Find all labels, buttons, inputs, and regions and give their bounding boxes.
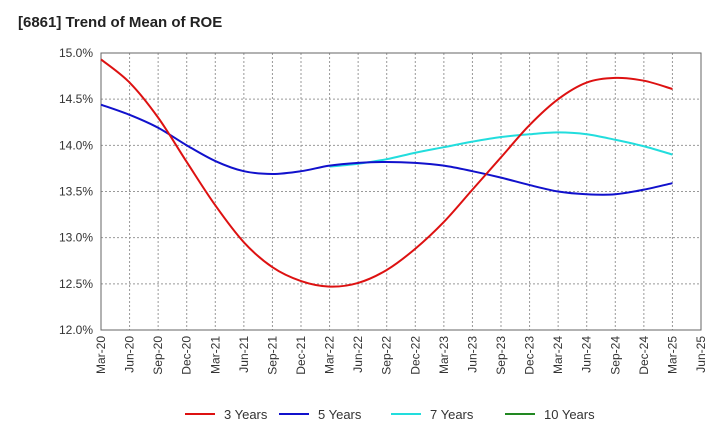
legend-label: 10 Years [544,407,595,422]
y-tick-label: 14.5% [59,92,93,106]
x-tick-label: Jun-23 [465,336,479,373]
x-tick-label: Mar-23 [437,336,451,374]
x-tick-label: Jun-20 [123,336,137,373]
series-line-3-years [100,58,673,288]
y-tick-label: 15.0% [59,46,93,60]
series-layer [100,58,673,288]
x-tick-label: Dec-21 [294,336,308,375]
y-tick-label: 13.5% [59,185,93,199]
series-line-5-years [100,103,673,196]
x-tick-label: Jun-22 [351,336,365,373]
x-tick-label: Mar-22 [323,336,337,374]
series-line-7-years [329,131,673,168]
x-tick-label: Mar-20 [94,336,108,374]
x-tick-label: Sep-20 [151,336,165,375]
x-tick-label: Sep-21 [265,336,279,375]
legend-label: 3 Years [224,407,268,422]
legend-label: 5 Years [318,407,362,422]
x-tick-label: Mar-25 [665,336,679,374]
x-tick-label: Sep-24 [608,336,622,375]
x-tick-label: Dec-23 [523,336,537,375]
plot-border [100,52,702,331]
legend: 3 Years 5 Years 7 Years 10 Years [185,407,595,422]
x-tick-label: Sep-23 [494,336,508,375]
axis-layer: 12.0% 12.5% 13.0% 13.5% 14.0% 14.5% 15.0% Mar-2… [59,46,708,375]
legend-label: 7 Years [430,407,474,422]
x-tick-label: Mar-21 [208,336,222,374]
x-tick-label: Dec-22 [408,336,422,375]
grid-layer [100,52,702,331]
x-tick-label: Jun-25 [694,336,708,373]
x-tick-label: Mar-24 [551,336,565,374]
y-tick-label: 12.5% [59,277,93,291]
x-tick-label: Sep-22 [380,336,394,375]
y-tick-label: 12.0% [59,323,93,337]
chart-title: [6861] Trend of Mean of ROE [18,14,223,31]
x-tick-label: Dec-20 [180,336,194,375]
x-tick-label: Dec-24 [637,336,651,375]
y-tick-label: 13.0% [59,231,93,245]
x-tick-label: Jun-24 [580,336,594,373]
y-tick-label: 14.0% [59,138,93,152]
x-tick-label: Jun-21 [237,336,251,373]
